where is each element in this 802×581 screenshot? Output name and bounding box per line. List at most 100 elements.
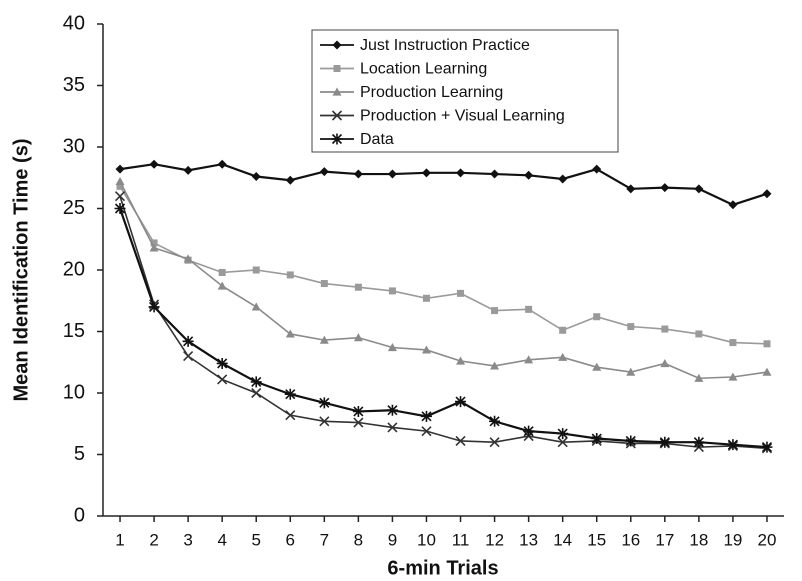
legend-marker bbox=[332, 87, 342, 96]
data-point bbox=[217, 159, 227, 169]
data-point bbox=[353, 333, 363, 342]
data-point bbox=[455, 435, 466, 447]
data-point bbox=[524, 170, 534, 180]
data-point bbox=[354, 283, 362, 291]
legend-label: Location Learning bbox=[360, 61, 487, 78]
x-tick-label: 14 bbox=[553, 530, 572, 549]
legend-marker bbox=[333, 65, 341, 72]
data-point bbox=[592, 362, 602, 371]
x-tick-label: 17 bbox=[655, 530, 674, 549]
data-point bbox=[456, 356, 466, 365]
data-point bbox=[183, 254, 193, 263]
data-point bbox=[559, 326, 567, 334]
data-point bbox=[116, 182, 124, 190]
data-point bbox=[318, 397, 330, 409]
data-point bbox=[421, 426, 432, 437]
data-point bbox=[285, 175, 295, 185]
data-point bbox=[421, 168, 431, 178]
data-point bbox=[558, 352, 568, 361]
legend-marker bbox=[332, 40, 342, 50]
x-tick-label: 2 bbox=[149, 530, 158, 549]
data-point bbox=[149, 243, 159, 252]
x-tick-label: 1 bbox=[115, 530, 124, 549]
x-axis-title: 6-min Trials bbox=[387, 557, 498, 579]
data-point bbox=[115, 164, 125, 174]
data-point bbox=[694, 184, 704, 194]
x-tick-label: 20 bbox=[758, 530, 777, 549]
data-point bbox=[661, 325, 669, 333]
data-point bbox=[490, 361, 500, 370]
data-point bbox=[115, 176, 125, 186]
data-point bbox=[183, 165, 193, 175]
data-point bbox=[285, 410, 296, 421]
y-tick-label: 15 bbox=[63, 320, 85, 342]
data-point bbox=[285, 329, 295, 338]
series-line bbox=[119, 163, 768, 206]
data-point bbox=[251, 302, 261, 311]
data-point bbox=[489, 437, 500, 448]
x-tick-label: 11 bbox=[452, 530, 470, 549]
data-point bbox=[286, 271, 294, 279]
data-point bbox=[149, 159, 159, 169]
x-tick-label: 13 bbox=[519, 530, 538, 549]
data-point bbox=[491, 307, 499, 315]
data-point bbox=[729, 339, 737, 347]
data-point bbox=[148, 301, 160, 313]
data-point bbox=[591, 433, 603, 445]
x-tick-label: 7 bbox=[320, 530, 329, 549]
data-point bbox=[626, 367, 636, 376]
data-point bbox=[420, 410, 432, 422]
series-line bbox=[119, 185, 768, 345]
data-point bbox=[422, 294, 430, 302]
x-tick-label: 16 bbox=[621, 530, 640, 549]
data-point bbox=[695, 330, 703, 338]
data-point bbox=[625, 435, 637, 447]
y-tick-label: 0 bbox=[74, 504, 85, 526]
series-line bbox=[119, 181, 768, 380]
legend-label: Data bbox=[360, 131, 394, 148]
y-tick-label: 25 bbox=[63, 197, 85, 219]
data-point bbox=[626, 184, 636, 194]
data-point bbox=[525, 305, 533, 313]
data-point bbox=[320, 280, 328, 288]
data-point bbox=[217, 374, 228, 385]
series-line bbox=[118, 208, 768, 449]
x-tick-label: 9 bbox=[388, 530, 397, 549]
data-point bbox=[387, 169, 397, 179]
data-point bbox=[762, 367, 772, 376]
x-tick-label: 15 bbox=[587, 530, 606, 549]
legend-label: Just Instruction Practice bbox=[360, 37, 530, 54]
legend-marker bbox=[331, 110, 343, 121]
legend-box bbox=[311, 29, 619, 153]
x-tick-label: 8 bbox=[354, 530, 363, 549]
data-point bbox=[660, 183, 670, 193]
data-point bbox=[388, 287, 396, 295]
data-point bbox=[251, 172, 261, 182]
y-tick-label: 10 bbox=[63, 381, 85, 403]
data-point bbox=[693, 436, 705, 448]
data-point bbox=[386, 404, 398, 416]
x-tick-label: 10 bbox=[417, 530, 436, 549]
data-point bbox=[455, 396, 467, 408]
y-tick-label: 20 bbox=[63, 258, 85, 280]
data-point bbox=[490, 169, 500, 179]
data-point bbox=[659, 436, 671, 448]
x-tick-label: 6 bbox=[286, 530, 295, 549]
legend-marker bbox=[331, 133, 343, 145]
data-point bbox=[353, 169, 363, 179]
data-point bbox=[593, 313, 601, 321]
data-point bbox=[216, 357, 228, 369]
x-tick-label: 5 bbox=[251, 530, 260, 549]
x-tick-label: 12 bbox=[485, 530, 504, 549]
data-point bbox=[352, 405, 364, 417]
data-point bbox=[727, 439, 739, 451]
data-point bbox=[217, 281, 227, 290]
data-point bbox=[728, 372, 738, 381]
data-point bbox=[250, 376, 262, 388]
data-point bbox=[489, 415, 501, 427]
data-point bbox=[456, 168, 466, 178]
data-point bbox=[421, 345, 431, 354]
data-point bbox=[627, 323, 635, 331]
data-point bbox=[387, 422, 398, 433]
